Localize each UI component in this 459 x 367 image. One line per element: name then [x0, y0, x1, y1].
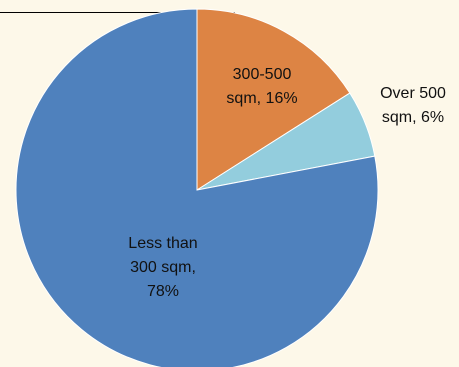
- slice-label-line: sqm, 16%: [226, 90, 297, 107]
- slice-label-line: Over 500: [380, 85, 446, 102]
- slice-label-line: Less than: [128, 235, 197, 252]
- slice-label-line: 300 sqm,: [130, 259, 196, 276]
- slice-label-less-than-300: Less than 300 sqm, 78%: [128, 235, 197, 300]
- pie-labels: Less than 300 sqm, 78% 300-500 sqm, 16% Over …: [128, 66, 446, 300]
- slice-label-line: sqm, 6%: [382, 109, 444, 126]
- pie-slice-300-500: [196, 8, 351, 191]
- slice-label-300-500: 300-500 sqm, 16%: [226, 66, 297, 107]
- pie-slice-less-than-300: [15, 8, 379, 367]
- slice-label-line: 78%: [147, 283, 179, 300]
- slice-label-over-500: Over 500 sqm, 6%: [380, 85, 446, 126]
- pie-slices: [15, 8, 379, 367]
- top-border-line: [0, 12, 235, 13]
- slice-label-line: 300-500: [233, 66, 292, 83]
